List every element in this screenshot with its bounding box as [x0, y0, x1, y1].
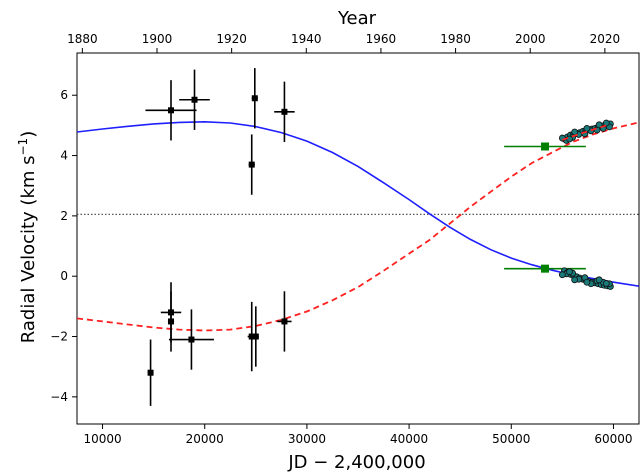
historic-velocity-point	[145, 80, 197, 141]
modern-velocity-point	[504, 142, 586, 151]
primary-orbit-curve	[77, 120, 639, 287]
year-tick-label: 2020	[590, 32, 621, 46]
left-y-axis: −4 −2 0 2 4 6	[50, 88, 77, 404]
year-tick-label: 1960	[366, 32, 397, 46]
square-marker	[168, 107, 175, 114]
historic-velocity-point	[251, 68, 258, 129]
square-marker	[248, 333, 255, 340]
y-tick-label: 0	[60, 269, 68, 283]
recent-velocity-point	[583, 125, 591, 132]
y-tick-label: 2	[60, 209, 68, 223]
square-marker	[540, 142, 549, 151]
square-marker	[188, 336, 195, 343]
square-marker	[252, 333, 259, 340]
recent-velocity-point	[558, 271, 566, 279]
y-axis-title-close: )	[18, 131, 39, 138]
square-marker	[281, 108, 288, 115]
historic-velocity-point	[274, 81, 295, 142]
plot-frame	[76, 52, 640, 425]
x-tick-label: 60000	[594, 432, 632, 446]
x-tick-label: 30000	[288, 432, 326, 446]
bottom-x-axis: 10000 20000 30000 40000 50000 60000	[83, 424, 633, 446]
y-axis-title-main: Radial Velocity (km s	[18, 156, 39, 344]
recent-velocity-point	[566, 268, 573, 276]
secondary-orbit-curve	[77, 121, 639, 332]
historic-velocity-point	[147, 339, 154, 406]
y-axis-title: Radial Velocity (km s−1)	[16, 131, 39, 343]
x-axis-title: JD − 2,400,000	[287, 452, 425, 473]
y-tick-label: 4	[60, 149, 68, 163]
y-tick-label: −2	[50, 330, 68, 344]
year-tick-label: 1980	[440, 32, 471, 46]
top-axis-title: Year	[337, 8, 377, 29]
square-marker	[248, 161, 255, 168]
year-tick-label: 2000	[515, 32, 546, 46]
square-marker	[168, 318, 175, 325]
recent-velocity-point	[583, 278, 591, 286]
recent-velocity-point	[558, 134, 566, 142]
y-tick-label: 6	[60, 88, 68, 102]
historic-velocity-point	[248, 134, 255, 195]
recent-velocity-point	[602, 280, 610, 287]
recent-velocity-point	[595, 276, 603, 284]
square-marker	[147, 369, 154, 376]
x-tick-label: 20000	[186, 432, 224, 446]
historic-velocity-point	[179, 69, 210, 130]
historic-velocity-point	[167, 291, 175, 352]
historic-velocity-point	[252, 306, 259, 367]
year-tick-label: 1900	[142, 32, 173, 46]
year-tick-label: 1880	[67, 32, 98, 46]
orbit-curves	[77, 120, 639, 332]
square-marker	[251, 95, 258, 102]
plot-area	[76, 52, 640, 425]
recent-velocity-point	[602, 119, 610, 127]
x-tick-label: 10000	[83, 432, 121, 446]
x-tick-label: 50000	[492, 432, 530, 446]
modern-velocity-point	[504, 264, 586, 273]
top-year-axis: 1880 1900 1920 1940 1960 1980 2000 2020	[67, 32, 620, 53]
historic-velocity-point	[277, 291, 292, 352]
historic-velocity-point	[168, 309, 214, 370]
year-tick-label: 1920	[216, 32, 247, 46]
secondary-curve-overlay	[562, 123, 609, 141]
square-marker	[540, 264, 549, 273]
y-tick-label: −4	[50, 390, 68, 404]
y-axis-title-exponent: −1	[16, 138, 30, 156]
year-tick-label: 1940	[291, 32, 322, 46]
data-points	[145, 68, 614, 406]
x-tick-label: 40000	[390, 432, 428, 446]
square-marker	[191, 96, 198, 103]
recent-velocity-point	[571, 276, 579, 284]
square-marker	[281, 318, 288, 325]
